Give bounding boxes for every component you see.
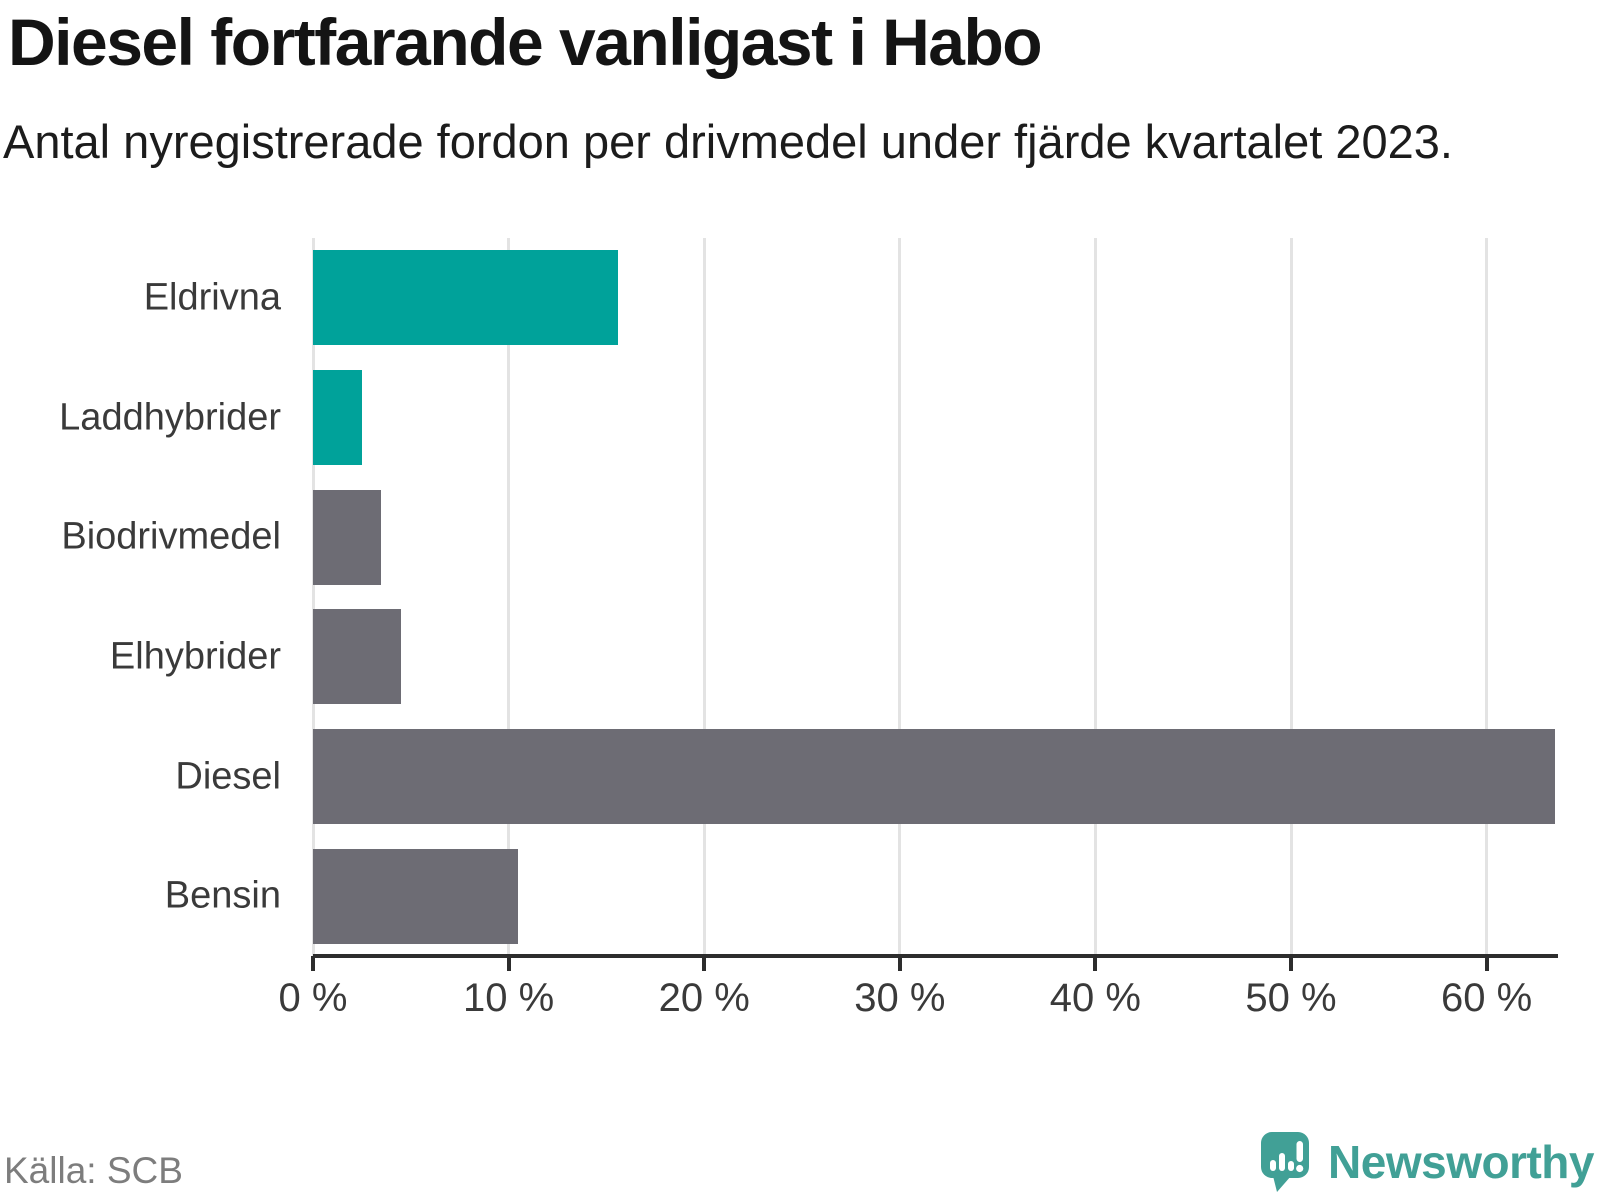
gridline-30	[898, 238, 902, 956]
bar-bensin	[313, 848, 519, 944]
tick-label-40: 40 %	[1049, 976, 1141, 1020]
tick-label-50: 50 %	[1245, 976, 1337, 1020]
plot-area: Eldrivna Laddhybrider Biodrivmedel Elhybrid…	[0, 238, 1600, 956]
category-label-biodrivmedel: Biodrivmedel	[61, 515, 281, 558]
source-label: Källa: SCB	[4, 1150, 183, 1191]
newsworthy-bubble-icon	[1260, 1130, 1312, 1194]
tick-mark-30	[897, 956, 902, 971]
category-label-diesel: Diesel	[175, 755, 281, 797]
tick-mark-60	[1484, 956, 1489, 971]
category-label-bensin: Bensin	[164, 874, 281, 917]
bar-biodrivmedel	[313, 489, 382, 585]
gridline-50	[1289, 238, 1293, 956]
bar-diesel	[313, 729, 1556, 824]
chart-subtitle: Antal nyregistrerade fordon per drivmede…	[3, 115, 1453, 168]
tick-label-0: 0 %	[278, 976, 348, 1020]
tick-mark-50	[1289, 956, 1293, 971]
chart-title: Diesel fortfarande vanligast i Habo	[8, 5, 1043, 79]
tick-mark-0	[311, 956, 315, 971]
gridline-20	[702, 238, 706, 956]
x-axis-line	[313, 954, 1558, 958]
bar-eldrivna	[313, 250, 619, 346]
tick-label-30: 30 %	[854, 976, 946, 1020]
gridline-60	[1485, 238, 1489, 956]
gridline-0	[311, 238, 315, 956]
tick-label-60: 60 %	[1441, 976, 1533, 1020]
gridline-10	[507, 238, 511, 956]
gridline-40	[1093, 238, 1097, 956]
bar-elhybrider	[313, 609, 402, 705]
bar-laddhybrider	[313, 370, 362, 465]
tick-label-10: 10 %	[463, 976, 555, 1020]
tick-mark-10	[506, 956, 511, 971]
tick-label-20: 20 %	[658, 976, 750, 1020]
category-label-eldrivna: Eldrivna	[143, 276, 281, 319]
tick-mark-20	[702, 956, 707, 971]
newsworthy-wordmark: Newsworthy	[1328, 1136, 1594, 1188]
category-label-elhybrider: Elhybrider	[109, 635, 281, 678]
category-label-laddhybrider: Laddhybrider	[59, 396, 281, 438]
tick-mark-40	[1093, 956, 1098, 971]
newsworthy-logo: Newsworthy	[1260, 1130, 1594, 1194]
